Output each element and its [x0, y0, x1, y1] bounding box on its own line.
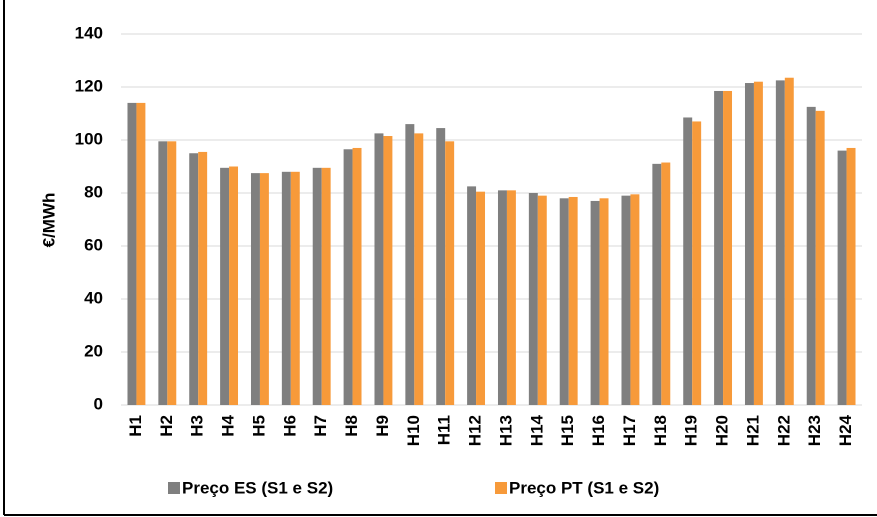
bar — [405, 124, 415, 405]
x-tick-label: H13 — [496, 415, 515, 446]
y-tick-label: 20 — [84, 341, 103, 360]
x-tick-label: H4 — [219, 414, 238, 436]
bar — [220, 167, 230, 405]
bar — [259, 173, 269, 405]
bar — [436, 128, 446, 405]
x-tick-label: H9 — [373, 415, 392, 437]
bar — [414, 133, 424, 405]
x-tick-label: H19 — [682, 415, 701, 446]
bar — [837, 150, 847, 405]
bar — [775, 80, 785, 405]
bar — [652, 163, 662, 405]
x-tick-label: H21 — [743, 415, 762, 446]
x-tick-label: H5 — [249, 415, 268, 437]
bar — [198, 151, 208, 405]
x-tick-label: H23 — [805, 415, 824, 446]
x-tick-label: H17 — [620, 415, 639, 446]
x-tick-label: H8 — [342, 415, 361, 437]
legend-label: Preço ES (S1 e S2) — [182, 478, 333, 497]
bar — [229, 166, 239, 405]
bar — [630, 194, 640, 405]
bar — [445, 141, 455, 405]
bar — [312, 167, 322, 405]
x-tick-label: H22 — [774, 415, 793, 446]
bar — [281, 171, 291, 405]
y-tick-label: 120 — [75, 76, 103, 95]
x-tick-label: H18 — [651, 415, 670, 446]
legend-label: Preço PT (S1 e S2) — [509, 478, 659, 497]
bar — [683, 117, 693, 405]
bar — [136, 102, 146, 406]
bar — [661, 162, 671, 405]
y-tick-label: 40 — [84, 288, 103, 307]
bar — [621, 195, 631, 405]
bar — [127, 102, 137, 406]
bar — [189, 153, 199, 405]
bar — [784, 77, 794, 405]
bar — [250, 173, 260, 405]
bar — [753, 81, 763, 405]
bar — [290, 171, 300, 405]
x-tick-label: H10 — [404, 415, 423, 446]
bar — [599, 198, 609, 405]
bar — [590, 200, 600, 405]
bar — [692, 121, 702, 405]
bar — [343, 149, 353, 405]
bar — [714, 90, 724, 405]
bar — [167, 141, 177, 405]
x-tick-label: H1 — [126, 415, 145, 437]
bar — [497, 190, 507, 405]
y-tick-label: 140 — [75, 23, 103, 42]
legend-swatch — [495, 482, 507, 494]
bar — [846, 147, 856, 405]
bar — [559, 198, 569, 405]
bar — [537, 195, 547, 405]
x-tick-label: H11 — [435, 415, 454, 445]
x-tick-label: H12 — [466, 415, 485, 446]
bar — [383, 136, 393, 405]
x-tick-label: H24 — [836, 414, 855, 446]
x-tick-label: H14 — [527, 414, 546, 446]
bar — [744, 83, 754, 406]
x-tick-label: H15 — [558, 415, 577, 446]
legend-swatch — [168, 482, 180, 494]
bar — [321, 167, 331, 405]
bar — [806, 106, 816, 405]
bar — [476, 191, 486, 405]
x-tick-label: H6 — [280, 415, 299, 437]
y-axis-label: €/MWh — [39, 193, 58, 248]
y-tick-label: 80 — [84, 182, 103, 201]
x-tick-label: H20 — [713, 415, 732, 446]
bar — [815, 110, 825, 405]
y-tick-label: 60 — [84, 235, 103, 254]
bar — [158, 141, 168, 405]
bar — [506, 190, 516, 405]
y-tick-label: 0 — [94, 394, 103, 413]
bar — [352, 147, 362, 405]
x-tick-label: H3 — [188, 415, 207, 437]
y-tick-label: 100 — [75, 129, 103, 148]
bar — [568, 196, 578, 405]
bar — [723, 90, 733, 405]
bar — [528, 193, 538, 405]
x-tick-label: H16 — [589, 415, 608, 446]
x-tick-label: H7 — [311, 415, 330, 437]
bar — [467, 186, 477, 405]
x-tick-label: H2 — [157, 415, 176, 437]
bar — [374, 133, 384, 405]
